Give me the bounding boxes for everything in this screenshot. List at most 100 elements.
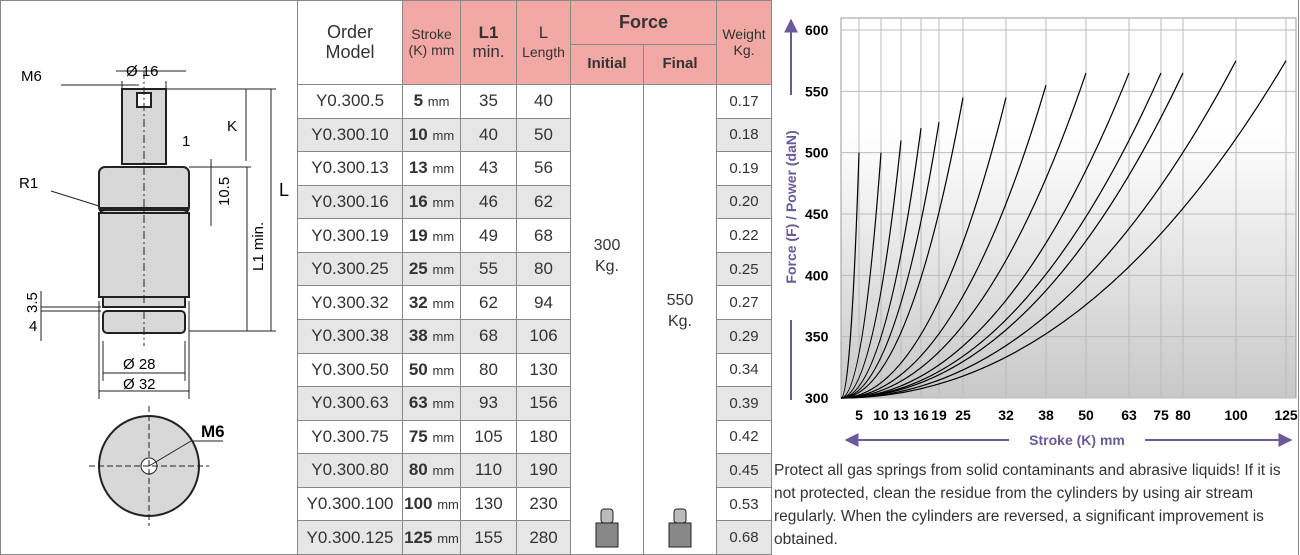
stroke-unit: mm xyxy=(432,363,454,378)
stroke-cell: 63 mm xyxy=(403,387,461,421)
l1-cell: 40 xyxy=(461,118,517,152)
x-tick-label: 38 xyxy=(1038,407,1054,423)
header-text: L xyxy=(539,23,548,42)
weight-cell: 0.18 xyxy=(717,118,772,152)
header-cell: Force xyxy=(571,1,717,45)
table-body: Y0.300.55 mm3540300Kg.550Kg.0.17 Y0.300.1… xyxy=(298,85,772,555)
length-cell: 62 xyxy=(517,185,571,219)
header-text: Weight xyxy=(722,26,765,42)
length-cell: 190 xyxy=(517,454,571,488)
header-cell: Initial xyxy=(571,45,644,85)
stroke-cell: 19 mm xyxy=(403,219,461,253)
stroke-cell: 125 mm xyxy=(403,521,461,555)
stroke-value: 125 xyxy=(404,528,432,547)
force-unit: Kg. xyxy=(571,256,643,277)
label: K xyxy=(227,118,237,135)
stroke-value: 80 xyxy=(409,460,428,479)
header-text: Order xyxy=(327,22,373,42)
stroke-unit: mm xyxy=(432,296,454,311)
stroke-unit: mm xyxy=(428,94,450,109)
stroke-unit: mm xyxy=(432,262,454,277)
label: 3.5 xyxy=(24,292,41,313)
weight-cell: 0.53 xyxy=(717,487,772,521)
length-cell: 56 xyxy=(517,152,571,186)
length-cell: 68 xyxy=(517,219,571,253)
header-text: L1 xyxy=(479,23,499,42)
stroke-unit: mm xyxy=(432,329,454,344)
stroke-cell: 32 mm xyxy=(403,286,461,320)
force-text: 550Kg. xyxy=(644,290,716,332)
stroke-cell: 5 mm xyxy=(403,85,461,119)
force-unit: Kg. xyxy=(644,311,716,332)
l1-cell: 62 xyxy=(461,286,517,320)
length-cell: 94 xyxy=(517,286,571,320)
header-cell: Final xyxy=(644,45,717,85)
stroke-unit: mm xyxy=(432,396,454,411)
weight-cell: 0.29 xyxy=(717,319,772,353)
y-tick-label: 300 xyxy=(805,390,829,406)
header-text: min. xyxy=(472,42,504,61)
model-cell: Y0.300.19 xyxy=(298,219,403,253)
stroke-cell: 50 mm xyxy=(403,353,461,387)
stroke-cell: 10 mm xyxy=(403,118,461,152)
model-cell: Y0.300.13 xyxy=(298,152,403,186)
stroke-unit: mm xyxy=(432,128,454,143)
cylinder-icon xyxy=(594,508,620,548)
l1-cell: 93 xyxy=(461,387,517,421)
stroke-unit: mm xyxy=(432,195,454,210)
header-text: Stroke xyxy=(411,26,451,42)
header-text: Final xyxy=(662,55,697,72)
model-cell: Y0.300.100 xyxy=(298,487,403,521)
length-cell: 280 xyxy=(517,521,571,555)
x-tick-label: 125 xyxy=(1274,407,1298,423)
header-cell: WeightKg. xyxy=(717,1,772,85)
force-value: 550 xyxy=(644,290,716,311)
l1-cell: 130 xyxy=(461,487,517,521)
x-tick-label: 10 xyxy=(873,407,889,423)
label: L1 min. xyxy=(250,222,267,271)
weight-cell: 0.19 xyxy=(717,152,772,186)
stroke-cell: 75 mm xyxy=(403,420,461,454)
length-cell: 40 xyxy=(517,85,571,119)
y-tick-label: 350 xyxy=(805,329,829,345)
x-tick-label: 75 xyxy=(1153,407,1169,423)
model-cell: Y0.300.25 xyxy=(298,252,403,286)
stroke-value: 63 xyxy=(409,393,428,412)
header-text: Model xyxy=(325,42,374,62)
x-tick-label: 19 xyxy=(931,407,947,423)
l1-cell: 46 xyxy=(461,185,517,219)
length-cell: 80 xyxy=(517,252,571,286)
header-text: Initial xyxy=(587,55,626,72)
stroke-unit: mm xyxy=(432,430,454,445)
x-tick-label: 50 xyxy=(1078,407,1094,423)
cylinder-icon xyxy=(667,508,693,548)
stroke-unit: mm xyxy=(432,229,454,244)
label: M6 xyxy=(201,422,225,441)
y-axis-label: Force (F) / Power (daN) xyxy=(783,130,799,283)
x-tick-label: 13 xyxy=(893,407,909,423)
label: 4 xyxy=(29,318,37,335)
weight-cell: 0.22 xyxy=(717,219,772,253)
y-tick-label: 450 xyxy=(805,206,829,222)
page: M6 Ø 16 K 1 10.5 L R1 L1 min. 3.5 4 Ø 28… xyxy=(0,0,1300,555)
model-cell: Y0.300.38 xyxy=(298,319,403,353)
icon-part xyxy=(601,509,613,523)
length-cell: 230 xyxy=(517,487,571,521)
l1-cell: 49 xyxy=(461,219,517,253)
weight-cell: 0.68 xyxy=(717,521,772,555)
force-cell: 300Kg. xyxy=(571,85,644,555)
stroke-unit: mm xyxy=(437,497,459,512)
y-tick-label: 400 xyxy=(805,267,829,283)
weight-cell: 0.25 xyxy=(717,252,772,286)
note: Protect all gas springs from solid conta… xyxy=(774,459,1298,551)
y-tick-label: 550 xyxy=(805,83,829,99)
l1-cell: 68 xyxy=(461,319,517,353)
table-row: Y0.300.55 mm3540300Kg.550Kg.0.17 xyxy=(298,85,772,119)
label: Ø 28 xyxy=(123,356,156,373)
model-cell: Y0.300.80 xyxy=(298,454,403,488)
label: M6 xyxy=(21,68,42,85)
